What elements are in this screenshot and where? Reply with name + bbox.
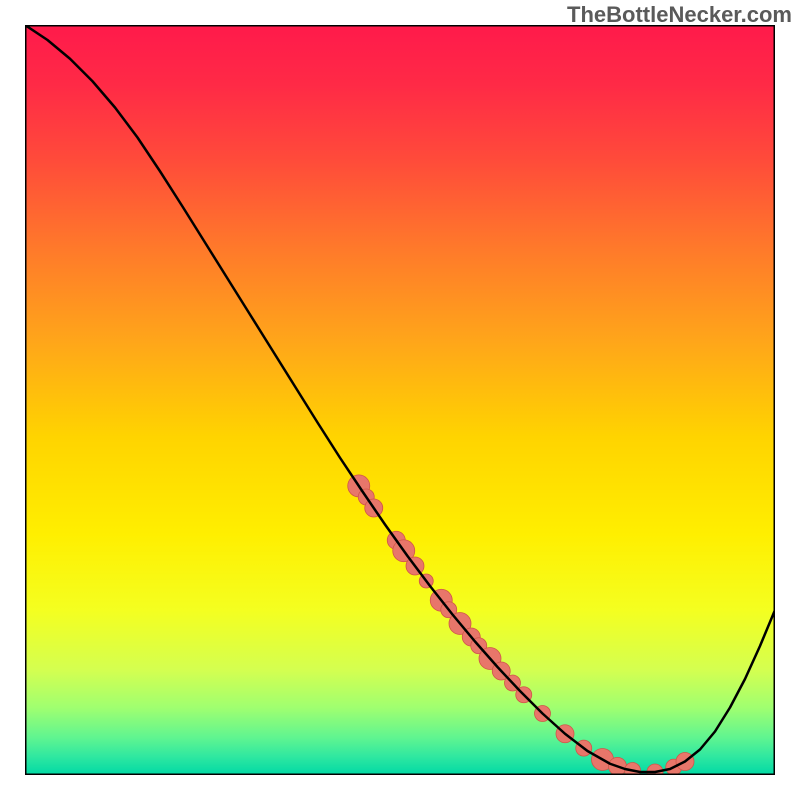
watermark-text: TheBottleNecker.com (567, 2, 792, 28)
chart-overlay (25, 25, 775, 775)
data-markers (348, 475, 694, 775)
chart-container: TheBottleNecker.com (0, 0, 800, 800)
data-marker (647, 764, 663, 775)
plot-area (25, 25, 775, 775)
curve-line (25, 25, 775, 772)
